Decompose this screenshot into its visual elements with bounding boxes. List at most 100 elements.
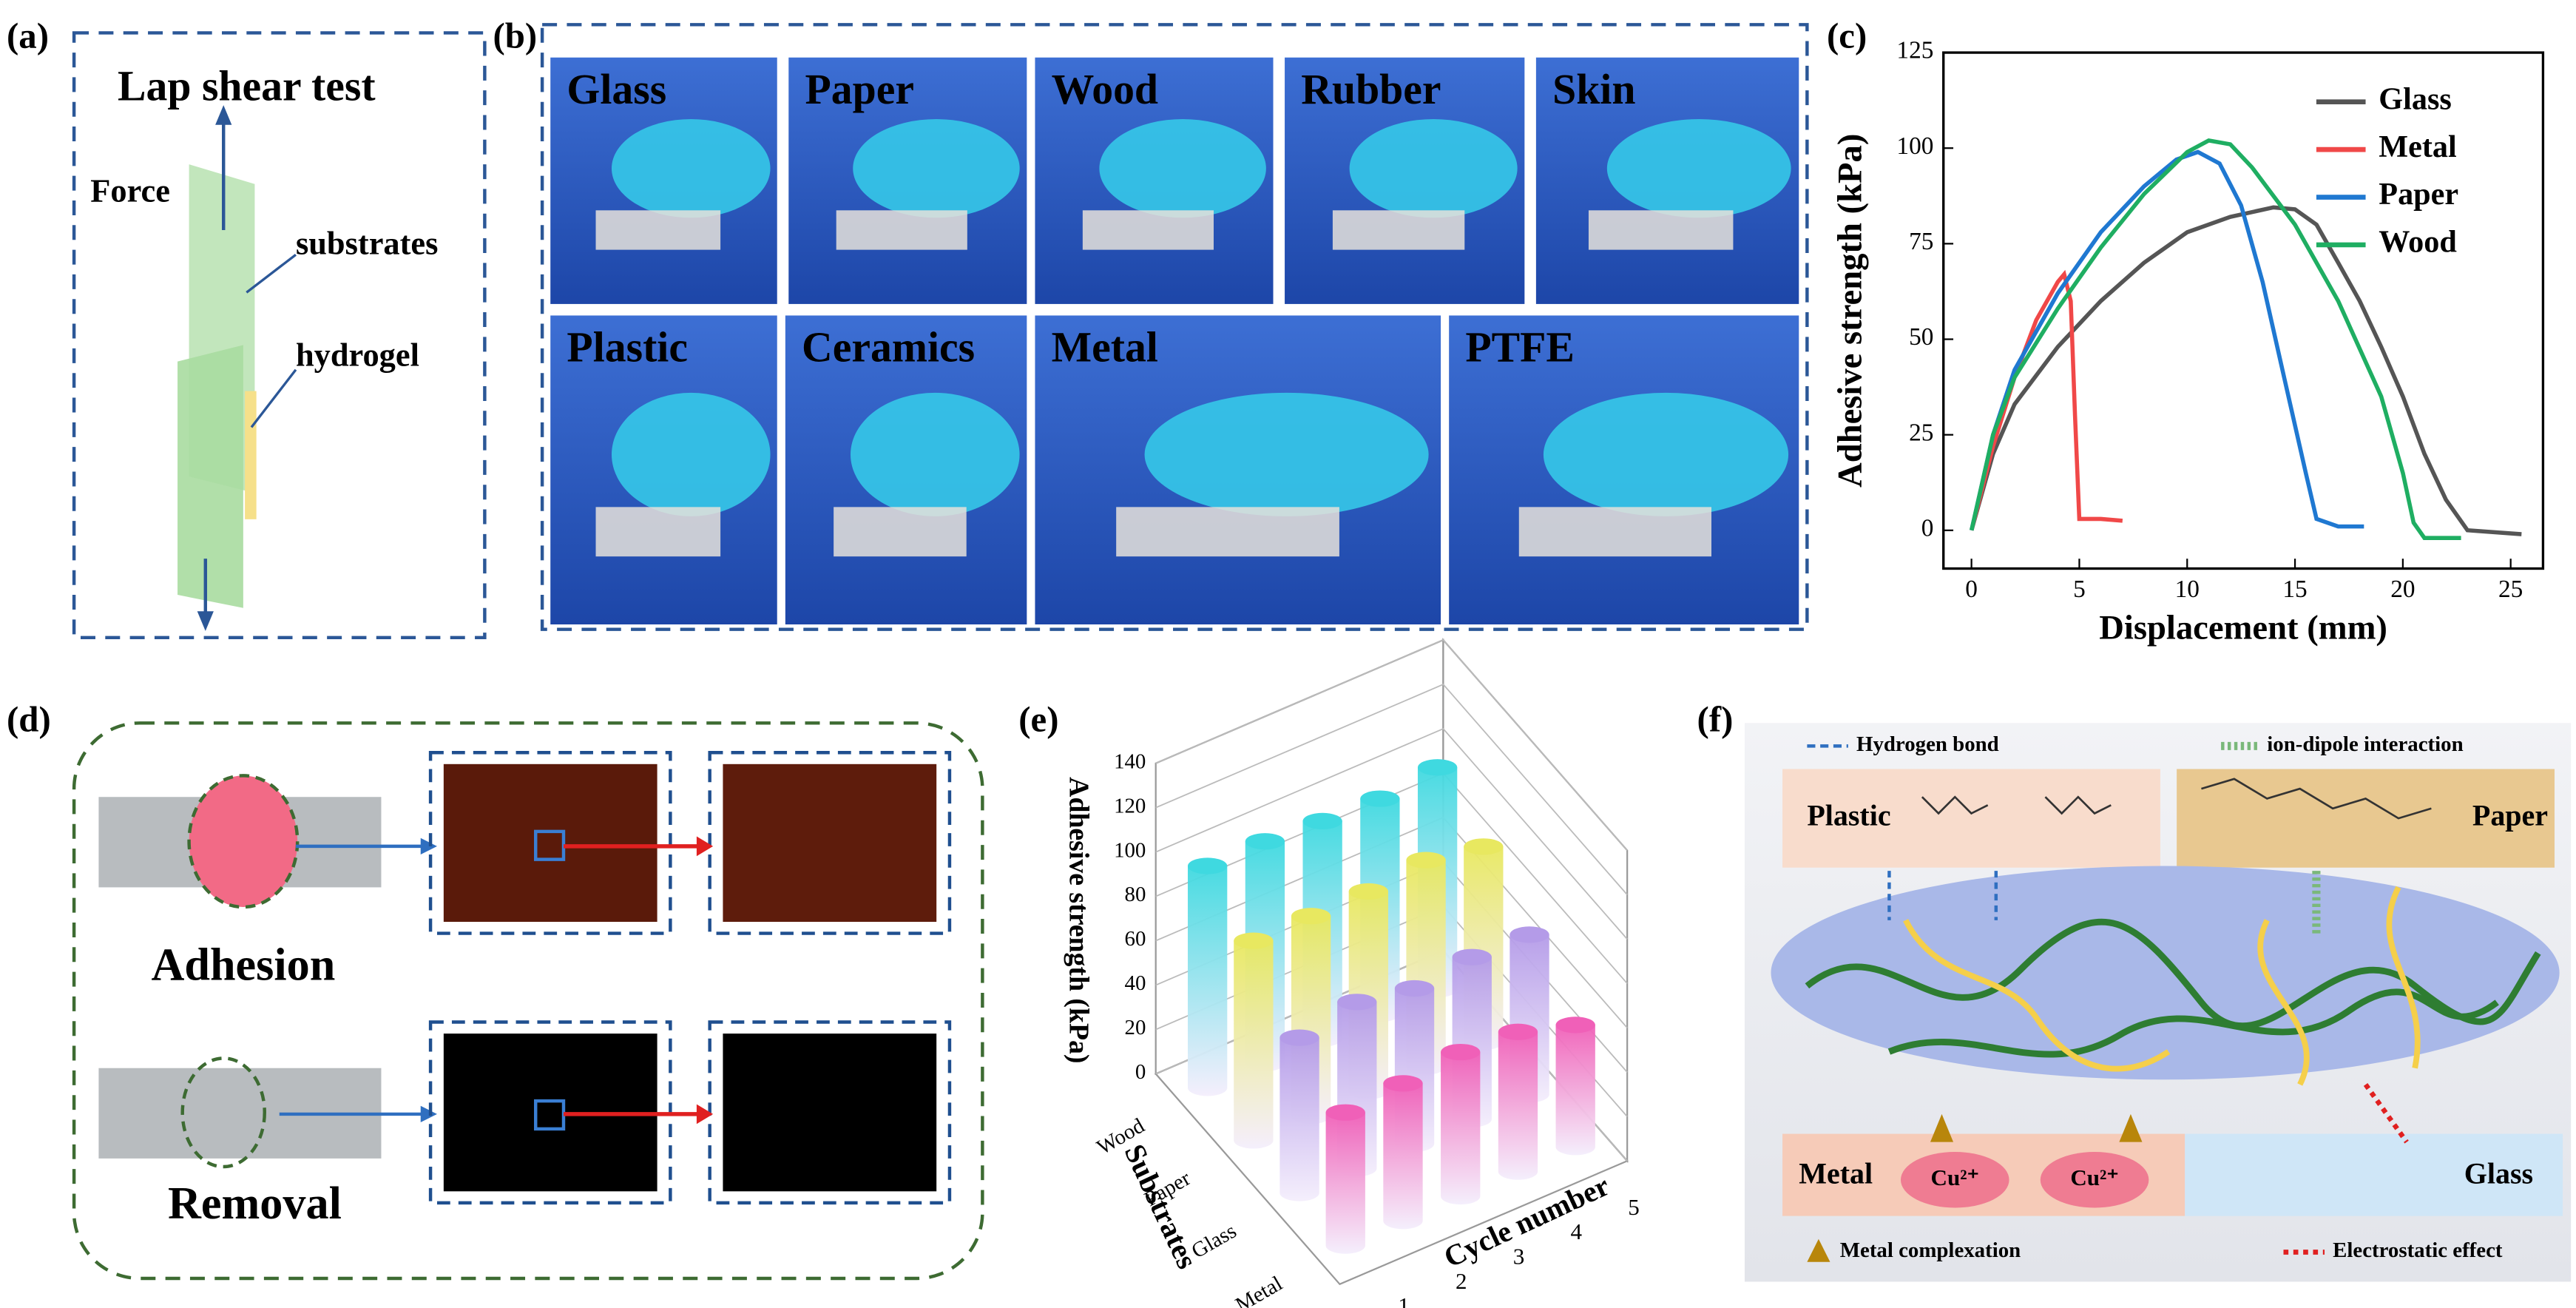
panel-b: (b) Glass Paper Wood Rubber Skin Plastic Ceram…	[493, 16, 1809, 631]
y-tick-label: 100	[1896, 132, 1933, 160]
molecule	[1921, 795, 2112, 815]
arrowhead	[215, 105, 232, 125]
cycle-label: 2	[1456, 1268, 1467, 1294]
cylinder-top	[1406, 852, 1446, 869]
panel-c: (c) 0 5 10 15 20 25 0 25 50 75 100 125 Displacement (…	[1827, 16, 2545, 647]
x-tick-label: 25	[2498, 576, 2523, 603]
line	[1969, 149, 2364, 531]
cylinder	[1234, 940, 1274, 1149]
label: Removal	[168, 1179, 342, 1229]
category-label: Metal	[1231, 1272, 1286, 1308]
hydrogel-layer	[245, 391, 257, 519]
x-tick-label: 20	[2390, 576, 2415, 603]
photo-label: PTFE	[1465, 325, 1575, 371]
glove	[1349, 119, 1518, 218]
z-tick-label: 60	[1125, 927, 1146, 951]
glove	[1543, 392, 1789, 516]
line	[1970, 205, 2522, 536]
substrate-box	[2177, 769, 2555, 868]
cylinder	[1383, 1083, 1423, 1230]
legend-label: Metal	[2379, 129, 2456, 164]
cylinder	[1325, 1112, 1365, 1254]
panel-title: Lap shear test	[118, 63, 376, 109]
substrate-name: Glass	[2464, 1156, 2533, 1190]
hydrogel-network	[1771, 866, 2560, 1080]
glove	[853, 119, 1020, 218]
z-axis-label: Adhesive strength (kPa)	[1063, 777, 1094, 1063]
y-tick-label: 25	[1909, 419, 1933, 446]
substrate	[595, 210, 721, 250]
panel-e: (e) 0 20 40 60 80 100 120 140 Adhesive strength (…	[1018, 638, 1640, 1308]
cylinder-top	[1498, 1023, 1538, 1040]
cylinder-top	[1302, 812, 1342, 829]
cylinder-top	[1555, 1017, 1595, 1034]
cylinder	[1498, 1031, 1538, 1180]
leader	[250, 368, 297, 428]
panel-a: (a) Lap shear test Force substrates hydr…	[7, 16, 487, 640]
molecule	[2201, 778, 2432, 820]
glove	[1606, 119, 1791, 218]
x-tick-label: 0	[1965, 576, 1978, 603]
label: substrates	[296, 224, 438, 261]
panel-label: (d)	[7, 699, 51, 740]
cycle-label: 1	[1398, 1292, 1410, 1308]
z-tick-label: 0	[1135, 1060, 1146, 1084]
cylinder-top	[1325, 1104, 1365, 1121]
x-tick-label: 15	[2282, 576, 2307, 603]
ion-label: Cu²⁺	[2070, 1164, 2118, 1190]
label: Adhesion	[151, 940, 335, 991]
cycle-label: 4	[1571, 1218, 1583, 1244]
residue-outline	[180, 1056, 266, 1169]
complexation-mark	[1930, 1113, 1954, 1142]
substrate	[1518, 507, 1711, 557]
x-tick-label: 10	[2175, 576, 2200, 603]
substrate-box	[2185, 1133, 2563, 1216]
y-tick-label: 0	[1921, 514, 1934, 542]
panel-label: (c)	[1827, 16, 1867, 56]
plot-frame	[1942, 51, 2545, 570]
legend-key	[1807, 1238, 1830, 1262]
cylinder-top	[1510, 926, 1549, 943]
arrowhead	[197, 611, 214, 631]
cylinder	[1279, 1037, 1319, 1201]
micrographs	[279, 751, 952, 1205]
substrate-name: Metal	[1799, 1156, 1873, 1190]
substrate	[595, 507, 721, 557]
cylinder-top	[1464, 838, 1504, 855]
z-tick-label: 100	[1114, 838, 1146, 862]
substrate	[834, 507, 967, 557]
grid-line	[1155, 684, 1628, 895]
cylinder-top	[1234, 932, 1274, 949]
legend-label: Wood	[2379, 225, 2457, 260]
leader	[246, 253, 297, 294]
y-tick-label: 75	[1909, 228, 1933, 255]
cylinder-top	[1452, 948, 1492, 965]
z-tick-label: 140	[1114, 749, 1146, 773]
cycle-label: 3	[1513, 1244, 1525, 1270]
y-tick-label: 50	[1909, 323, 1933, 351]
legend-label: Paper	[2379, 177, 2458, 212]
y-axis-label: Adhesive strength (kPa)	[1830, 134, 1869, 488]
legend-text: ion-dipole interaction	[2267, 732, 2463, 756]
photo-label: Rubber	[1301, 67, 1441, 113]
complexation-mark	[2119, 1113, 2143, 1142]
ion	[2040, 1151, 2149, 1208]
grid-line	[1155, 639, 1628, 852]
cylinder-top	[1337, 994, 1377, 1011]
photo-label: Plastic	[567, 325, 688, 371]
cylinder-top	[1394, 980, 1435, 997]
polymer-chain	[1903, 886, 2421, 1086]
legend-text: Electrostatic effect	[2333, 1238, 2503, 1262]
z-tick-label: 120	[1114, 794, 1146, 818]
photo-label: Ceramics	[802, 325, 975, 371]
photo-label: Paper	[805, 67, 914, 113]
z-tick-label: 20	[1125, 1016, 1146, 1039]
z-tick-label: 40	[1125, 971, 1146, 995]
ion	[1900, 1151, 2009, 1208]
glove	[850, 392, 1020, 516]
panel-label: (f)	[1697, 699, 1734, 740]
legend-text: Hydrogen bond	[1856, 732, 1999, 756]
panel-frame	[72, 721, 984, 1281]
substrate-name: Paper	[2472, 798, 2548, 832]
